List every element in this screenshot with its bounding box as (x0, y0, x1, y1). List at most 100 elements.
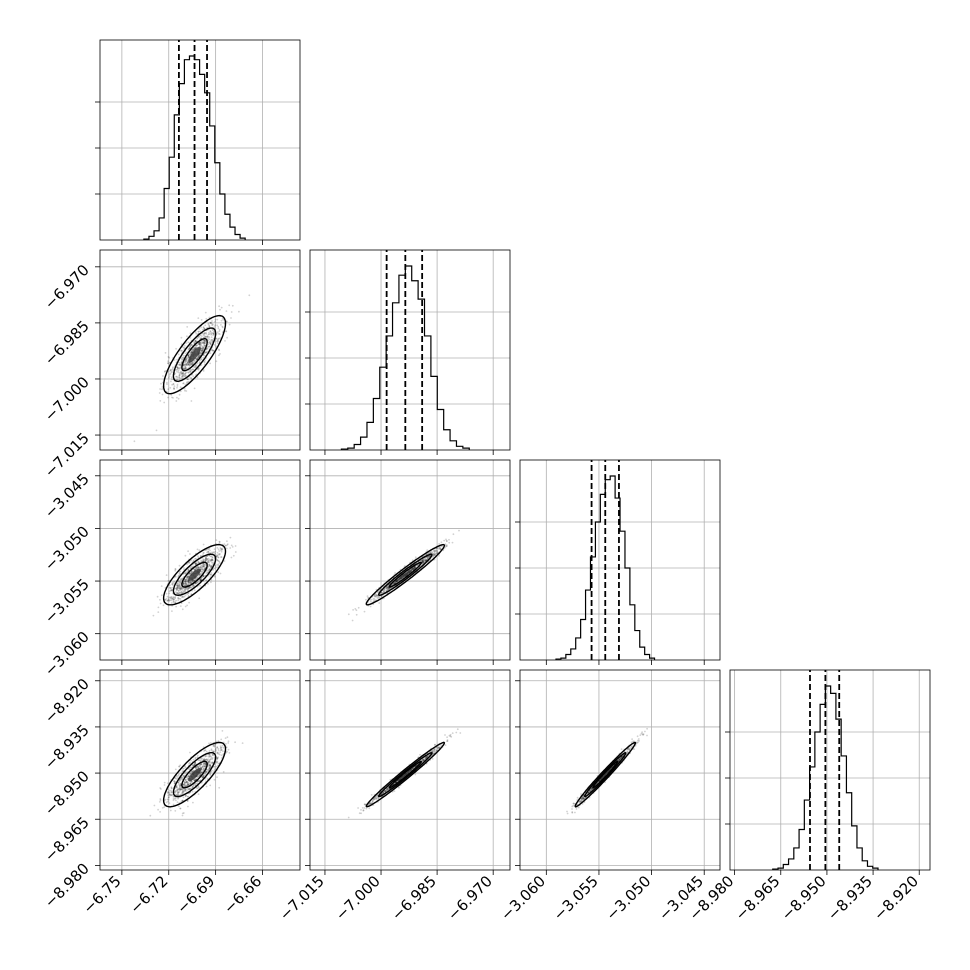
sample-point (178, 363, 181, 366)
sample-point (191, 350, 194, 352)
sample-point (394, 572, 396, 574)
sample-point (181, 358, 184, 361)
sample-point (174, 591, 177, 593)
sample-point (202, 565, 205, 568)
sample-point (198, 341, 201, 344)
sample-point (221, 326, 224, 329)
sample-point (190, 343, 193, 346)
sample-point (178, 364, 181, 366)
sample-point (172, 366, 174, 368)
sample-point (202, 551, 205, 554)
sample-point (180, 343, 183, 346)
histogram-1 (340, 265, 470, 450)
sample-point (167, 356, 170, 358)
sample-point (192, 361, 195, 364)
sample-point (218, 560, 220, 562)
sample-point (208, 750, 211, 752)
sample-point (368, 807, 371, 810)
sample-point (169, 597, 172, 599)
sample-point (166, 782, 169, 785)
sample-point (204, 332, 207, 335)
sample-point (180, 586, 183, 589)
sample-point (177, 797, 179, 800)
sample-point (179, 605, 182, 607)
sample-point (133, 440, 136, 443)
sample-point (232, 554, 235, 557)
sample-point (164, 598, 167, 601)
sample-point (188, 586, 191, 589)
sample-point (451, 732, 454, 734)
sample-point (210, 559, 212, 562)
sample-point (219, 572, 222, 575)
sample-point (212, 551, 215, 553)
sample-point (221, 317, 224, 320)
sample-point (365, 807, 368, 810)
sample-point (204, 340, 207, 343)
sample-point (178, 597, 181, 600)
sample-point (212, 330, 215, 333)
sample-point (202, 341, 204, 343)
sample-point (198, 574, 201, 576)
sample-point (459, 732, 462, 734)
sample-point (201, 570, 204, 573)
sample-point (210, 338, 213, 341)
sample-point (202, 565, 205, 568)
sample-point (184, 779, 187, 782)
sample-point (182, 596, 185, 599)
sample-point (166, 798, 169, 801)
sample-point (176, 366, 179, 369)
sample-point (180, 372, 183, 375)
sample-point (187, 363, 190, 366)
sample-point (184, 583, 187, 585)
sample-point (180, 587, 183, 589)
sample-point (180, 602, 183, 604)
sample-point (195, 365, 197, 367)
sample-point (198, 341, 201, 344)
sample-point (221, 548, 224, 551)
sample-point (215, 337, 218, 340)
sample-point (445, 545, 448, 548)
sample-point (201, 342, 203, 344)
sample-point (182, 373, 185, 376)
sample-point (216, 746, 219, 749)
sample-point (163, 806, 166, 808)
sample-point (174, 596, 176, 599)
sample-point (188, 363, 190, 365)
sample-point (187, 356, 190, 358)
sample-point (212, 334, 215, 337)
sample-point (363, 803, 366, 806)
sample-point (207, 583, 209, 585)
sample-point (210, 333, 213, 335)
sample-point (199, 352, 202, 355)
sample-point (217, 571, 220, 574)
sample-point (182, 373, 185, 375)
sample-point (171, 597, 174, 600)
sample-point (187, 348, 190, 351)
y-tick-label: −8.965 (41, 813, 93, 865)
sample-point (432, 549, 435, 552)
sample-point (214, 550, 217, 553)
sample-point (194, 340, 197, 342)
sample-point (385, 789, 387, 792)
sample-point (189, 345, 192, 348)
sample-point (209, 330, 212, 333)
sample-point (207, 323, 210, 326)
sample-point (220, 556, 222, 558)
sample-point (210, 756, 213, 759)
sample-point (197, 356, 200, 359)
sample-point (169, 587, 172, 589)
sample-point (176, 386, 178, 389)
sample-point (198, 786, 200, 789)
sample-point (187, 576, 189, 579)
sample-point (357, 807, 359, 809)
sample-point (195, 566, 198, 569)
sample-point (186, 378, 189, 381)
sample-point (196, 336, 199, 339)
sample-point (229, 547, 232, 549)
sample-point (182, 364, 185, 366)
sample-point (218, 550, 221, 552)
sample-point (187, 371, 190, 374)
sample-point (191, 785, 194, 788)
sample-point (168, 590, 171, 593)
